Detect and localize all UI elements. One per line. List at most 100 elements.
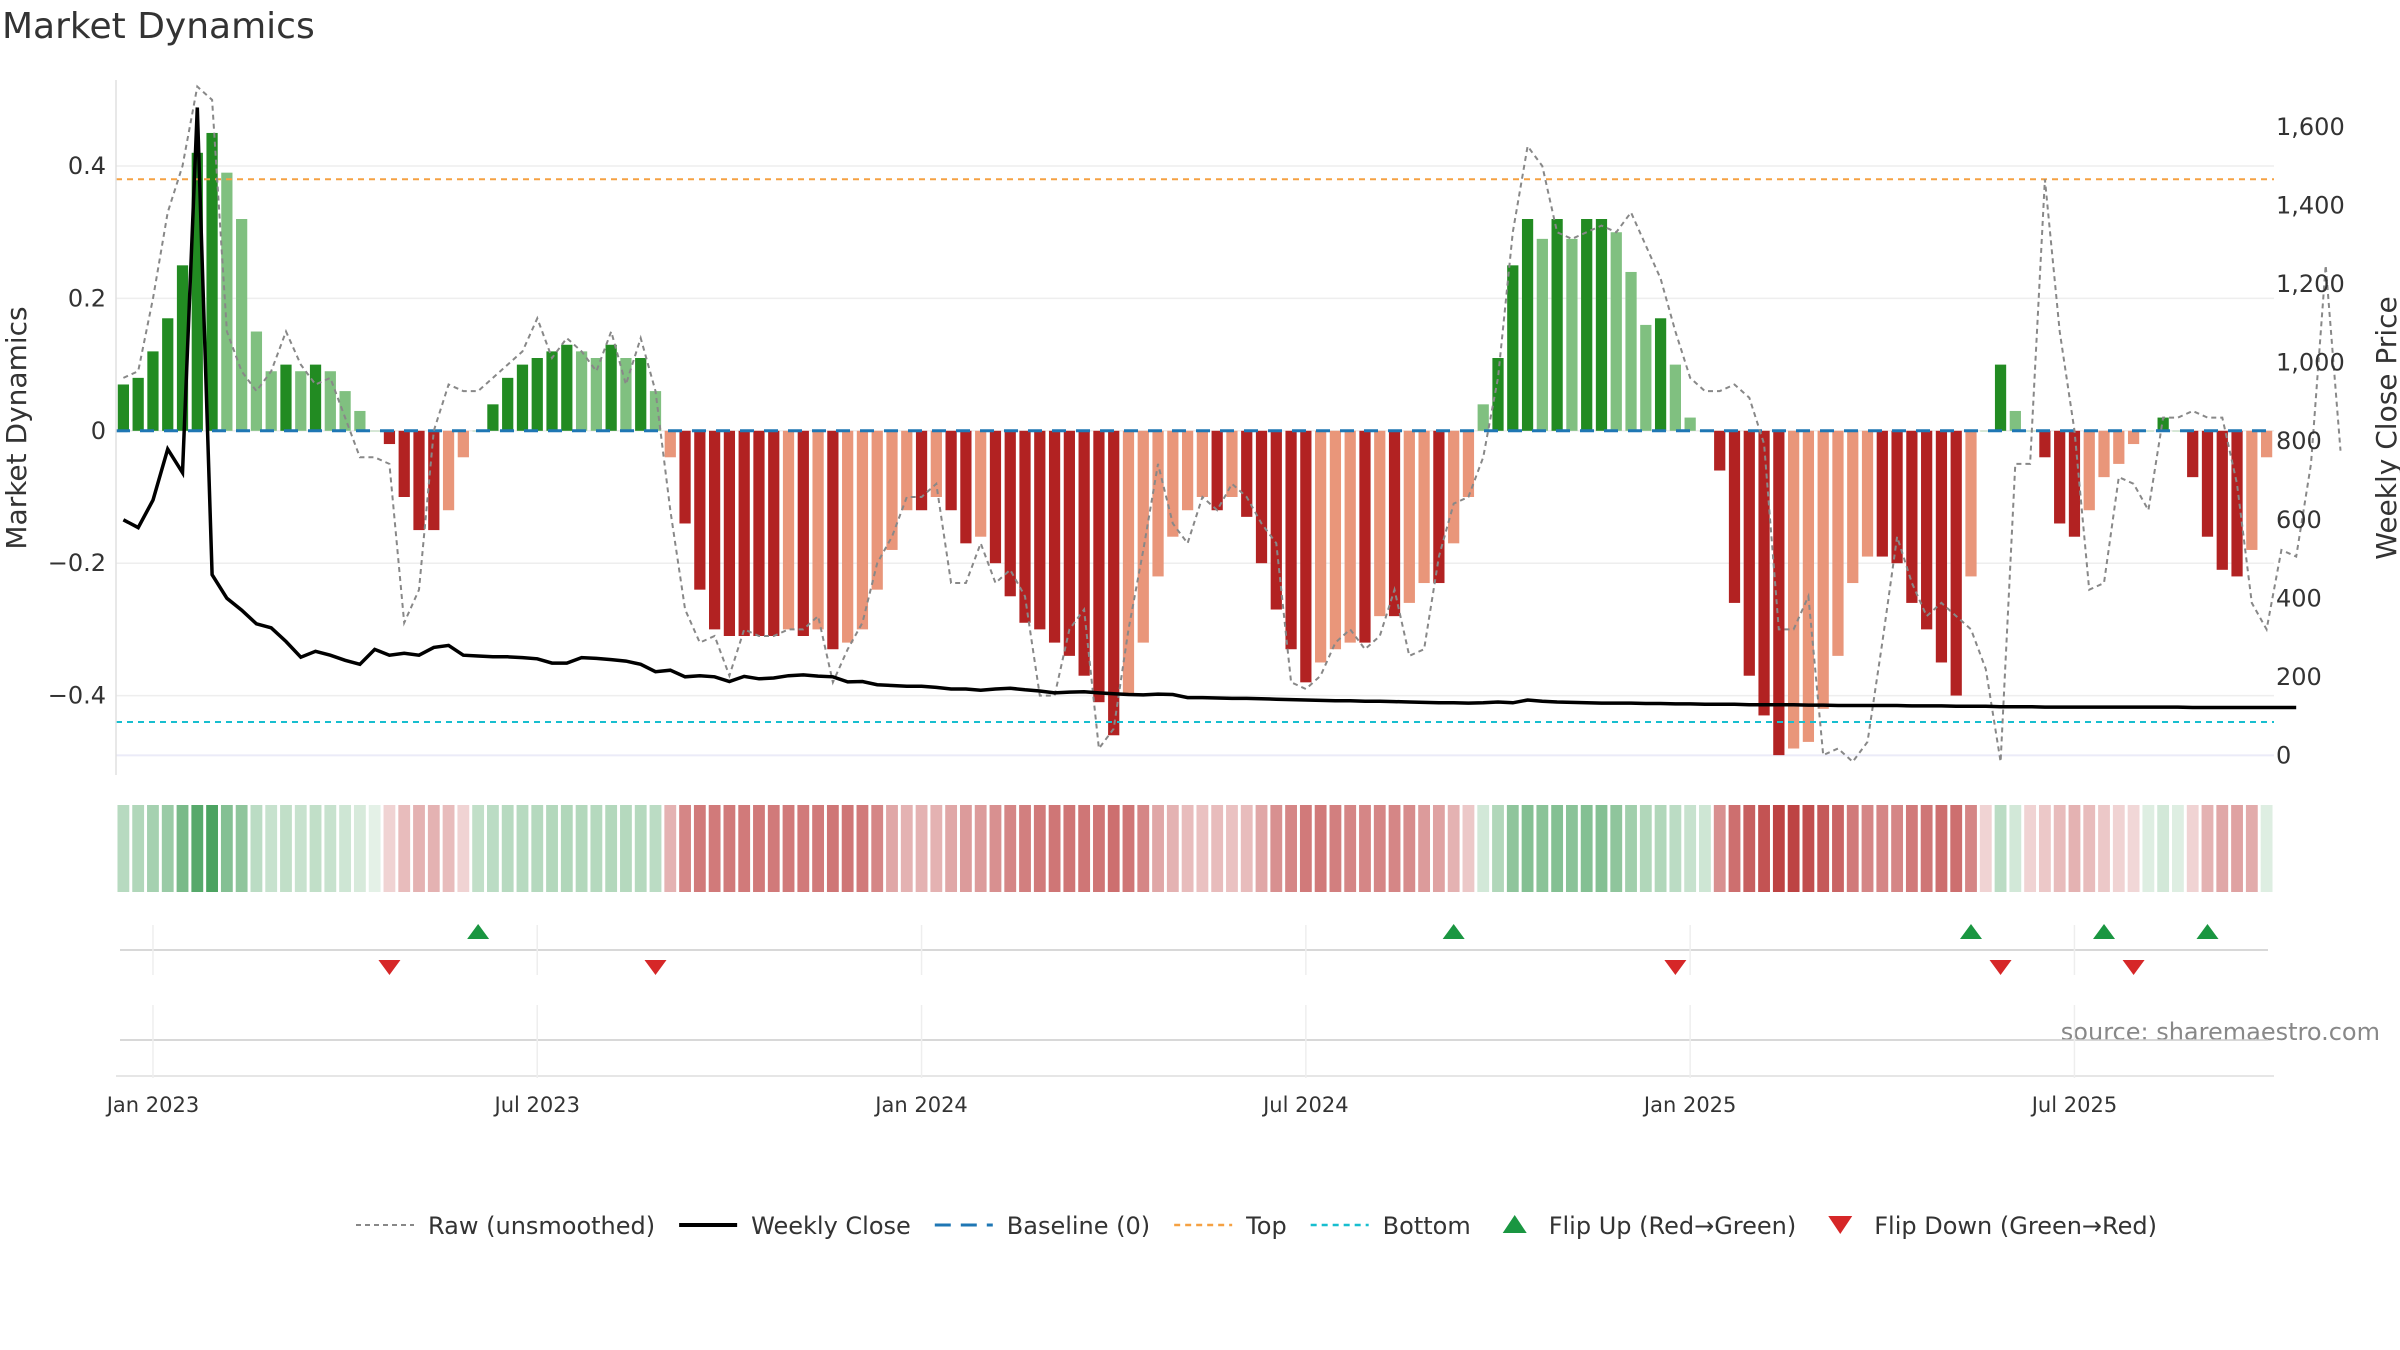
flip-down-marker bbox=[1664, 960, 1687, 975]
left-tick-label: 0.4 bbox=[68, 152, 106, 180]
heat-cell bbox=[1492, 805, 1504, 892]
heat-cell bbox=[501, 805, 514, 892]
dynamics-bar bbox=[383, 430, 396, 445]
heat-cell bbox=[841, 805, 854, 892]
heat-cell bbox=[2083, 805, 2096, 892]
heat-cell bbox=[117, 805, 130, 892]
dynamics-bar bbox=[842, 430, 854, 643]
y2-axis-title: Weekly Close Price bbox=[2370, 296, 2400, 559]
heat-cell bbox=[2009, 805, 2022, 892]
dynamics-bar bbox=[1965, 430, 1977, 577]
dynamics-bar bbox=[1817, 430, 1829, 709]
dynamics-bar bbox=[827, 430, 839, 650]
heat-cell bbox=[634, 805, 647, 892]
dynamics-bar bbox=[1433, 430, 1445, 584]
heat-cell bbox=[1299, 805, 1312, 892]
dynamics-bar bbox=[2127, 430, 2140, 445]
flip-up-marker bbox=[467, 924, 490, 939]
flip-up-marker bbox=[1959, 924, 1982, 939]
heat-cell bbox=[1787, 805, 1800, 892]
legend-label: Baseline (0) bbox=[1007, 1212, 1150, 1240]
heat-cell bbox=[767, 805, 780, 892]
flip-up-marker bbox=[1442, 924, 1465, 939]
dynamics-bar bbox=[1610, 232, 1622, 431]
dynamics-bar bbox=[1935, 430, 1948, 663]
dynamics-bar bbox=[516, 364, 529, 431]
heat-cell bbox=[1122, 805, 1135, 892]
heat-cell bbox=[531, 805, 544, 892]
dynamics-bar bbox=[1684, 417, 1696, 431]
heat-cell bbox=[1521, 805, 1534, 892]
dynamics-bar bbox=[162, 318, 174, 431]
legend-label: Top bbox=[1245, 1212, 1287, 1240]
dynamics-bar bbox=[1876, 430, 1888, 557]
heat-cell bbox=[2142, 805, 2155, 892]
flip-up-legend-swatch bbox=[1502, 1215, 1527, 1233]
dynamics-bar bbox=[428, 430, 440, 531]
heat-cell bbox=[1033, 805, 1046, 892]
heat-cell bbox=[1107, 805, 1120, 892]
left-tick-label: 0 bbox=[91, 417, 106, 445]
dynamics-bar bbox=[694, 430, 706, 590]
heat-cell bbox=[1152, 805, 1164, 892]
heat-cell bbox=[1388, 805, 1401, 892]
heat-cell bbox=[309, 805, 322, 892]
heat-cell bbox=[1270, 805, 1283, 892]
heat-cell bbox=[1314, 805, 1327, 892]
dynamics-bar bbox=[1728, 430, 1741, 603]
heat-cell bbox=[1846, 805, 1859, 892]
dynamics-bar bbox=[2024, 430, 2036, 432]
date-tick-label: Jul 2024 bbox=[1261, 1093, 1348, 1117]
chart-title: Market Dynamics bbox=[2, 6, 315, 47]
dynamics-bar bbox=[1226, 430, 1238, 497]
heat-cell bbox=[1625, 805, 1637, 892]
dynamics-bar bbox=[575, 351, 588, 431]
heat-cell bbox=[2157, 805, 2170, 892]
heat-cell bbox=[2127, 805, 2140, 892]
flip-down-marker bbox=[2122, 960, 2145, 975]
dynamics-bar bbox=[1152, 430, 1164, 577]
flip-up-marker bbox=[2196, 924, 2219, 939]
dynamics-bar bbox=[649, 391, 662, 431]
right-tick-label: 600 bbox=[2276, 506, 2322, 534]
heat-cell bbox=[1891, 805, 1904, 892]
dynamics-bar bbox=[1994, 364, 2007, 431]
heat-cell bbox=[989, 805, 1002, 892]
dynamics-bar bbox=[1773, 430, 1785, 756]
dynamics-bar bbox=[1950, 430, 1962, 696]
dynamics-bar bbox=[1448, 430, 1460, 544]
dynamics-bar bbox=[117, 384, 130, 431]
flip-up-marker bbox=[2093, 924, 2116, 939]
dynamics-bar bbox=[1403, 430, 1415, 603]
heat-cell bbox=[1403, 805, 1416, 892]
dynamics-bar bbox=[1921, 430, 1933, 630]
dynamics-bar bbox=[1315, 430, 1327, 663]
heat-cell bbox=[826, 805, 839, 892]
dynamics-bar bbox=[487, 404, 499, 431]
heat-cell bbox=[605, 805, 618, 892]
reference-lines bbox=[116, 178, 2274, 724]
heat-cell bbox=[472, 805, 485, 892]
legend-label: Flip Down (Green→Red) bbox=[1874, 1212, 2157, 1240]
raw-unsmoothed-line bbox=[122, 84, 2342, 764]
dynamics-bar bbox=[2246, 430, 2258, 550]
heat-cell bbox=[753, 805, 765, 892]
heat-cell bbox=[1344, 805, 1357, 892]
heat-cell bbox=[2112, 805, 2125, 892]
heat-cell bbox=[886, 805, 898, 892]
heat-cell bbox=[738, 805, 751, 892]
dynamics-bar bbox=[723, 430, 736, 636]
date-tick-label: Jan 2024 bbox=[873, 1093, 968, 1117]
heat-cell bbox=[1610, 805, 1623, 892]
heat-cell bbox=[147, 805, 159, 892]
heat-cell bbox=[930, 805, 943, 892]
heat-cell bbox=[442, 805, 455, 892]
heat-cell bbox=[1019, 805, 1031, 892]
date-axis-panel: Jan 2023 Jul 2023 Jan 2024 Jul 2024 Jan 2025… bbox=[105, 1005, 2274, 1117]
heat-cell bbox=[176, 805, 189, 892]
heat-cell bbox=[856, 805, 869, 892]
heat-cell bbox=[413, 805, 425, 892]
heat-cell bbox=[1832, 805, 1844, 892]
heat-cell bbox=[723, 805, 736, 892]
dynamics-bar bbox=[295, 371, 307, 431]
